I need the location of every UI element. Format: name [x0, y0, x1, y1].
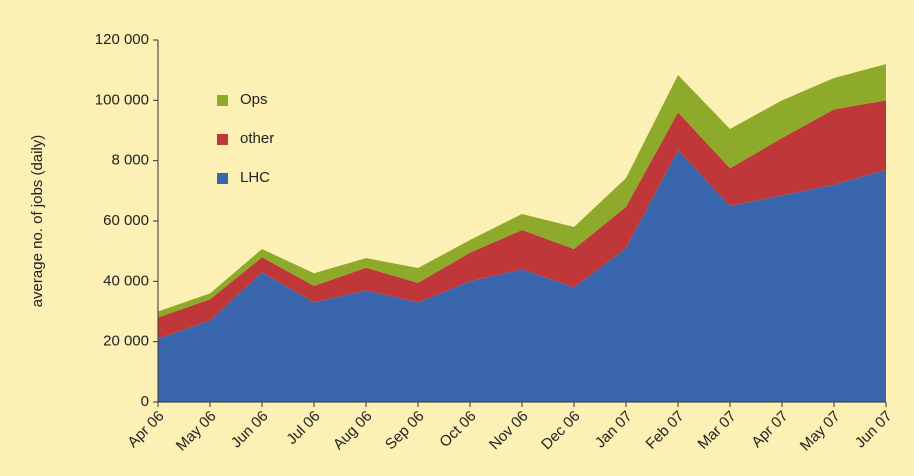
y-tick-label: 8 000 — [111, 152, 149, 169]
x-tick-label: Apr 06 — [124, 408, 167, 451]
x-tick-label: Sep 06 — [382, 408, 428, 454]
x-tick-label: Jun 06 — [228, 408, 272, 452]
x-tick-label: Oct 06 — [436, 408, 479, 451]
y-tick-label: 0 — [141, 393, 149, 410]
y-tick-label: 100 000 — [95, 91, 149, 108]
x-tick-label: May 06 — [173, 408, 220, 455]
x-tick-label: Dec 06 — [538, 408, 584, 454]
legend-label: other — [240, 130, 274, 147]
area — [158, 150, 886, 402]
x-tick-label: Jun 07 — [852, 408, 896, 452]
x-tick-label: Feb 07 — [643, 408, 688, 453]
area — [158, 64, 886, 318]
x-tick-label: May 07 — [797, 408, 844, 455]
y-tick-label: 60 000 — [103, 212, 149, 229]
x-tick-label: Apr 07 — [748, 408, 791, 451]
y-axis-label: average no. of jobs (daily) — [29, 135, 46, 308]
legend-swatch — [217, 134, 228, 145]
y-tick-label: 20 000 — [103, 333, 149, 350]
x-tick-label: Jan 07 — [592, 408, 636, 452]
area — [158, 100, 886, 339]
y-tick-label: 40 000 — [103, 272, 149, 289]
x-tick-label: Mar 07 — [695, 408, 740, 453]
x-tick-label: Jul 06 — [283, 408, 323, 448]
y-tick-label: 120 000 — [95, 31, 149, 48]
legend-swatch — [217, 95, 228, 106]
x-tick-label: Nov 06 — [486, 408, 532, 454]
legend-label: Ops — [240, 91, 268, 108]
legend-swatch — [217, 173, 228, 184]
legend-label: LHC — [240, 169, 270, 186]
x-tick-label: Aug 06 — [330, 408, 376, 454]
